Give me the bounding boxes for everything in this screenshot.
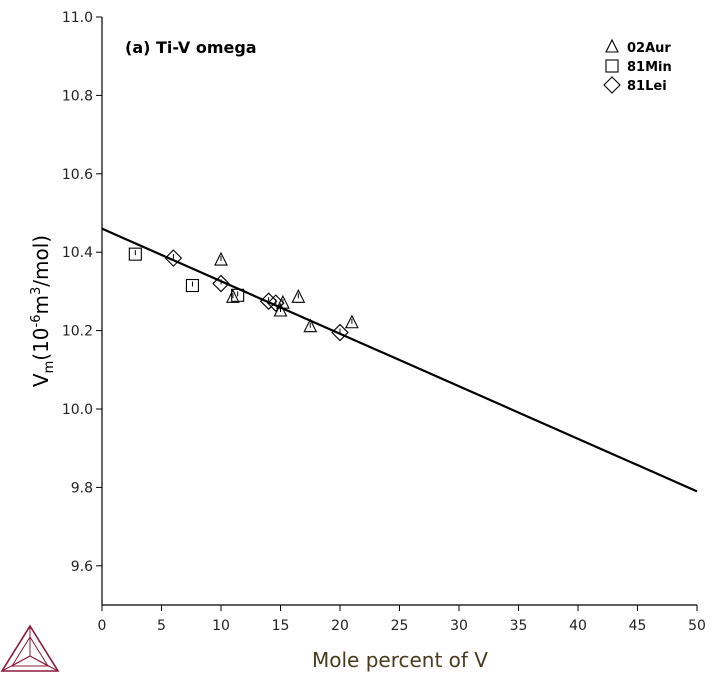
y-tick-label: 9.8 (71, 480, 93, 496)
x-tick-label: 30 (450, 618, 468, 634)
02Aur-point (303, 318, 318, 333)
legend-marker-02Aur (605, 38, 619, 53)
y-tick-label: 10.4 (62, 245, 93, 261)
x-ticks: 0 5 10 15 20 25 30 35 40 45 50 (98, 605, 706, 634)
legend-marker-81Min (605, 59, 619, 73)
81Lei-point (331, 323, 349, 342)
fit-line (101, 227, 698, 493)
x-tick-label: 40 (569, 618, 587, 634)
fit-line-group (101, 227, 698, 493)
data-points (128, 247, 359, 342)
81Min-point (185, 278, 199, 293)
triangle-logo (0, 624, 60, 672)
x-tick-label: 15 (272, 618, 290, 634)
y-tick-label: 11.0 (62, 10, 93, 26)
02Aur-point (291, 289, 306, 303)
x-axis-title: Mole percent of V (312, 648, 488, 672)
x-tick-label: 45 (629, 618, 647, 634)
x-tick-label: 0 (98, 618, 107, 634)
81Min-point (128, 247, 142, 261)
81Lei-point (266, 294, 285, 312)
legend-label-02Aur: 02Aur (627, 41, 671, 56)
plot-area: 0 5 10 15 20 25 30 35 40 45 50 9.6 9.8 10.0 10.2 10.4 1… (62, 10, 706, 634)
02Aur-point (226, 289, 240, 303)
y-tick-label: 10.0 (62, 402, 93, 418)
legend-marker-81Lei (603, 76, 621, 94)
legend: 02Aur 81Min 81Lei (603, 38, 672, 94)
02Aur-point (345, 314, 359, 329)
y-tick-label: 10.2 (62, 324, 93, 340)
x-tick-label: 25 (391, 618, 409, 634)
x-tick-label: 5 (157, 618, 166, 634)
x-tick-label: 10 (212, 618, 230, 634)
81Lei-point (164, 249, 183, 267)
legend-label-81Lei: 81Lei (627, 79, 667, 94)
81Lei-point (212, 274, 230, 293)
02Aur-point (214, 251, 228, 266)
y-ticks: 9.6 9.8 10.0 10.2 10.4 10.6 10.8 11.0 (62, 10, 102, 575)
y-axis-title: Vm(10-6m3/mol) (29, 235, 57, 387)
y-tick-label: 10.8 (62, 88, 93, 104)
x-tick-label: 50 (688, 618, 706, 634)
legend-label-81Min: 81Min (627, 60, 672, 75)
y-tick-label: 10.6 (62, 167, 93, 183)
x-tick-label: 35 (510, 618, 528, 634)
chart-title: (a) Ti-V omega (125, 38, 257, 57)
81Min-point (231, 288, 245, 302)
y-tick-label: 9.6 (71, 559, 93, 575)
x-tick-label: 20 (331, 618, 349, 634)
81Lei-point (259, 292, 278, 310)
02Aur-point (275, 294, 290, 309)
